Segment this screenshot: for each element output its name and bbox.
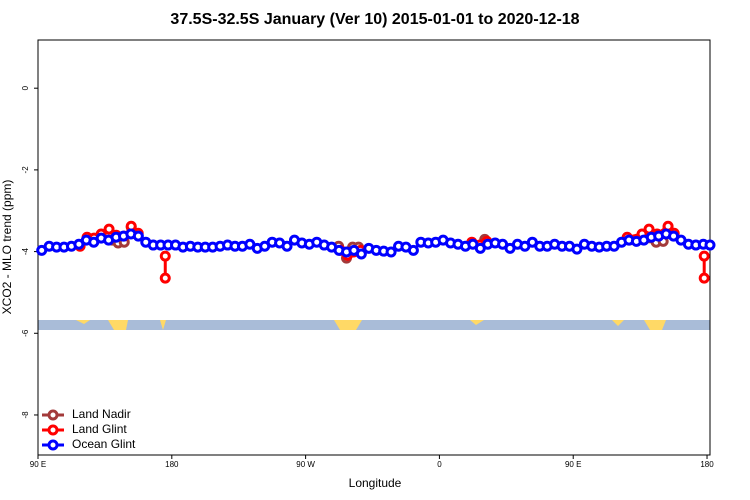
x-axis-label: Longitude — [349, 476, 402, 490]
x-tick-label: 0 — [437, 460, 442, 469]
legend-marker — [47, 439, 59, 451]
legend-marker — [47, 409, 59, 421]
x-tick-label: 90 E — [565, 460, 581, 469]
x-tick-label: 90 W — [296, 460, 315, 469]
map-strip — [38, 320, 710, 330]
point — [571, 243, 583, 255]
y-tick-label: -8 — [21, 411, 30, 419]
point — [132, 230, 144, 242]
point — [159, 250, 171, 262]
y-tick-label: 0 — [21, 85, 30, 90]
legend-label: Ocean Glint — [72, 437, 136, 451]
point — [704, 239, 716, 251]
legend-label: Land Glint — [72, 422, 127, 436]
x-tick-label: 180 — [165, 460, 179, 469]
legend-label: Land Nadir — [72, 407, 131, 421]
y-tick-label: -2 — [21, 166, 30, 174]
point — [698, 250, 710, 262]
point — [103, 223, 115, 235]
point — [698, 272, 710, 284]
x-tick-label: 180 — [700, 460, 714, 469]
y-axis-label: XCO2 - MLO trend (ppm) — [0, 180, 14, 315]
y-tick-label: -4 — [21, 247, 30, 255]
point — [355, 248, 367, 260]
chart-title: 37.5S-32.5S January (Ver 10) 2015-01-01 … — [170, 11, 579, 28]
point — [281, 240, 293, 252]
y-tick-label: -6 — [21, 329, 30, 337]
point — [407, 244, 419, 256]
point — [159, 272, 171, 284]
point — [385, 246, 397, 258]
legend-marker — [47, 424, 59, 436]
x-tick-label: 90 E — [30, 460, 46, 469]
